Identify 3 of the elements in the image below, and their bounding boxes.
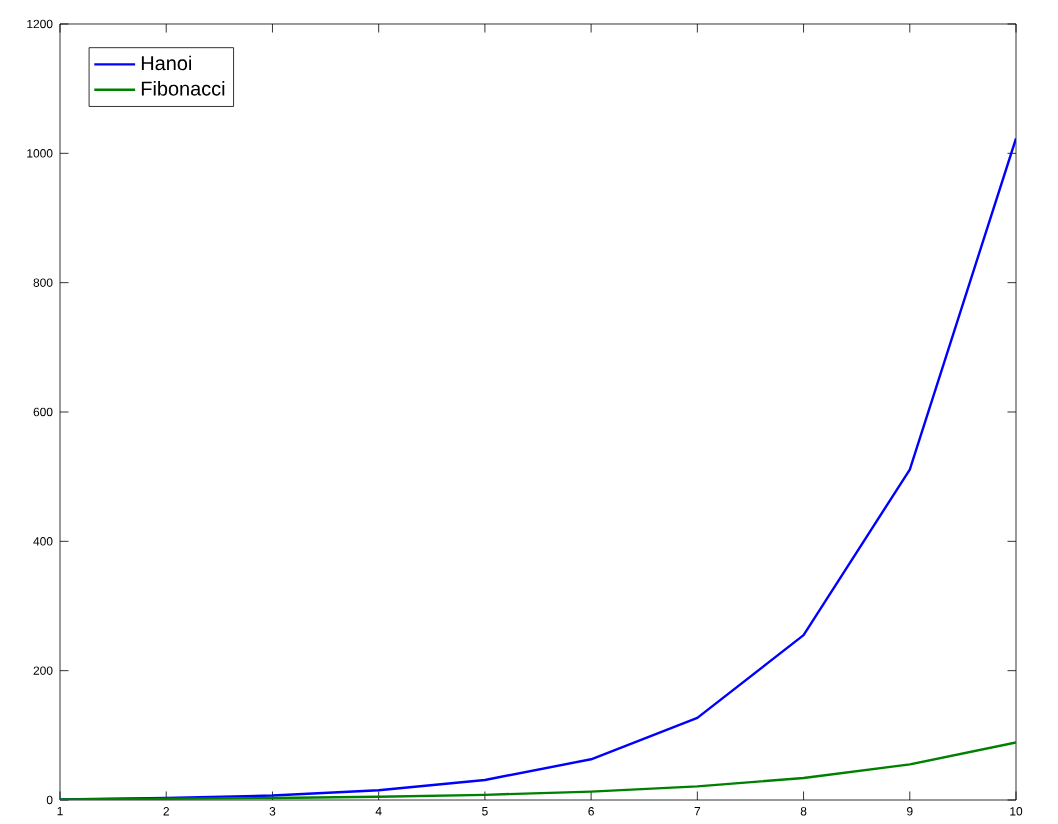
- legend-label: Hanoi: [141, 55, 192, 71]
- line-series: [60, 741, 1017, 800]
- legend-label: Fibonacci: [141, 81, 225, 96]
